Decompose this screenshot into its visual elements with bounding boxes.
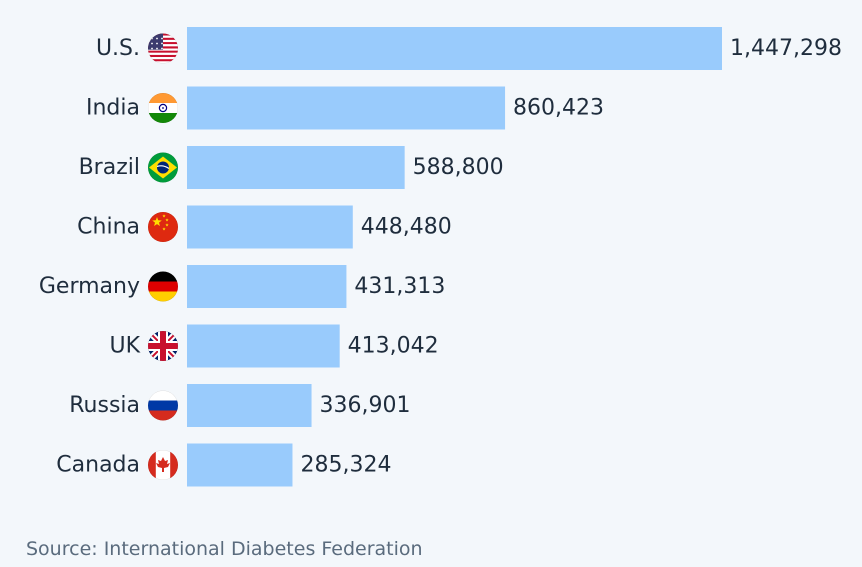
bar [187,443,293,487]
value-label: 588,800 [413,155,504,180]
bar [187,205,353,249]
value-label: 413,042 [348,334,439,359]
category-label: Canada [56,453,140,478]
canada-flag-icon [148,450,178,480]
bar [187,324,340,368]
category-label: UK [109,334,140,359]
value-label: 1,447,298 [730,36,842,61]
bar-row-1: India 860,423 [86,86,604,130]
bar [187,265,347,308]
bar-row-5: UK 413,042 [109,324,439,368]
brazil-flag-icon [148,152,178,183]
bar-row-2: Brazil 588,800 [79,146,504,189]
category-label: China [77,215,140,240]
bar [187,27,722,70]
bar-row-7: Canada 285,324 [56,443,391,487]
value-label: 431,313 [354,274,445,299]
russia-flag-icon [148,390,178,421]
uk-flag-icon [148,331,178,361]
bar-row-0: U.S. 1,447,298 [96,27,842,70]
bar-chart: U.S. 1,447,298 India 860,423 Brazil 588,800 Ch… [39,27,842,487]
bar-row-3: China 448,480 [77,205,452,249]
source-note: Source: International Diabetes Federatio… [26,538,423,560]
value-label: 860,423 [513,96,604,121]
china-flag-icon [148,212,178,242]
category-label: Germany [39,274,140,299]
category-label: Russia [69,393,140,418]
us-flag-icon [148,33,178,64]
germany-flag-icon [148,271,178,302]
bar-row-6: Russia 336,901 [69,384,411,427]
bar-row-4: Germany 431,313 [39,265,445,308]
category-label: India [86,96,140,121]
value-label: 336,901 [320,393,411,418]
category-label: Brazil [79,155,140,180]
bar [187,146,405,189]
value-label: 448,480 [361,215,452,240]
category-label: U.S. [96,36,140,61]
india-flag-icon [148,93,178,123]
bar [187,384,312,427]
value-label: 285,324 [300,453,391,478]
bar [187,86,506,130]
